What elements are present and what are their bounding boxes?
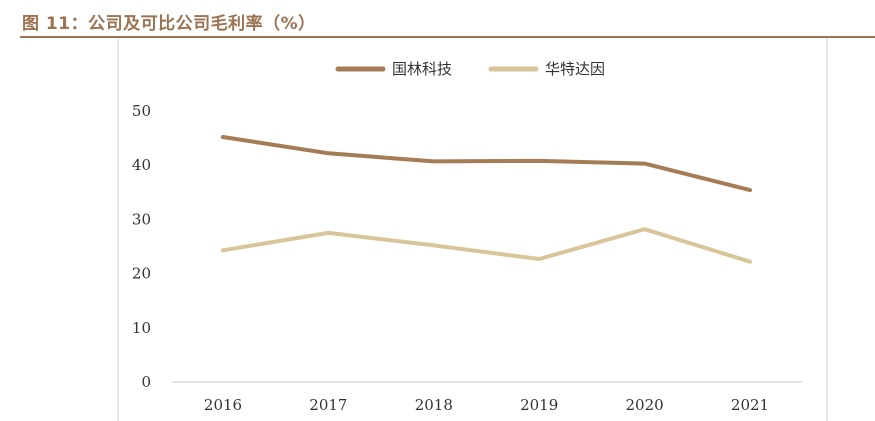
x-tick-label: 2019 (520, 396, 558, 414)
series-lines (221, 135, 752, 264)
series-line-2 (221, 227, 752, 264)
y-tick-label: 40 (132, 156, 151, 174)
legend-label-2: 华特达因 (545, 60, 605, 78)
figure-title: 图 11：公司及可比公司毛利率（%） (22, 14, 316, 34)
y-tick-label: 50 (132, 102, 151, 120)
x-tick-label: 2017 (309, 396, 347, 414)
legend: 国林科技 华特达因 (335, 60, 605, 78)
title-rule (20, 36, 875, 38)
figure-header: 图 11：公司及可比公司毛利率（%） (0, 0, 875, 38)
y-tick-labels: 0 10 20 30 40 50 (132, 102, 151, 391)
y-tick-label: 0 (141, 373, 151, 391)
x-tick-label: 2016 (204, 396, 242, 414)
y-tick-label: 30 (132, 210, 151, 228)
x-tick-label: 2018 (415, 396, 453, 414)
series-line-1 (221, 135, 752, 193)
x-tick-labels: 2016 2017 2018 2019 2020 2021 (204, 396, 769, 414)
y-tick-label: 10 (132, 319, 151, 337)
x-tick-label: 2020 (626, 396, 664, 414)
y-tick-label: 20 (132, 265, 151, 283)
legend-label-1: 国林科技 (392, 60, 452, 78)
x-tick-label: 2021 (731, 396, 769, 414)
